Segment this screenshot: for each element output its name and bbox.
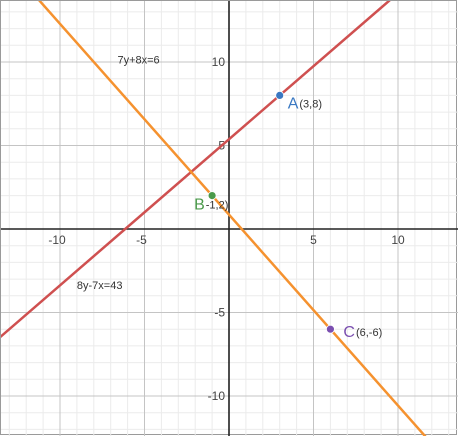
point-a-letter: A: [288, 95, 299, 112]
point-a-coords: (3,8): [299, 98, 322, 110]
equation-label: 7y+8x=6: [117, 55, 159, 67]
point-b-letter: B: [194, 197, 205, 214]
tick-labels: -10-5510105-5-10: [48, 55, 405, 403]
x-tick-label: 10: [391, 233, 405, 247]
series-line-1: [1, 1, 391, 339]
point-c-marker: [325, 324, 335, 334]
point-c-coords: (6,-6): [356, 327, 382, 339]
y-tick-label: -5: [214, 306, 225, 320]
point-c-letter: C: [343, 324, 355, 341]
point-a-marker: [275, 91, 285, 100]
point-b-coords: -1,2): [206, 200, 229, 212]
equation-label: 8y-7x=43: [77, 280, 123, 292]
x-tick-label: -10: [48, 233, 66, 247]
y-tick-label: -10: [208, 389, 226, 403]
y-tick-label: 10: [212, 55, 226, 69]
data-points: A (3,8) B -1,2) C (6,-6): [194, 91, 382, 341]
x-tick-label: 5: [310, 233, 317, 247]
point-b-marker: [207, 191, 217, 201]
equation-labels: 8y-7x=43 7y+8x=6: [77, 55, 160, 292]
x-tick-label: -5: [136, 233, 147, 247]
